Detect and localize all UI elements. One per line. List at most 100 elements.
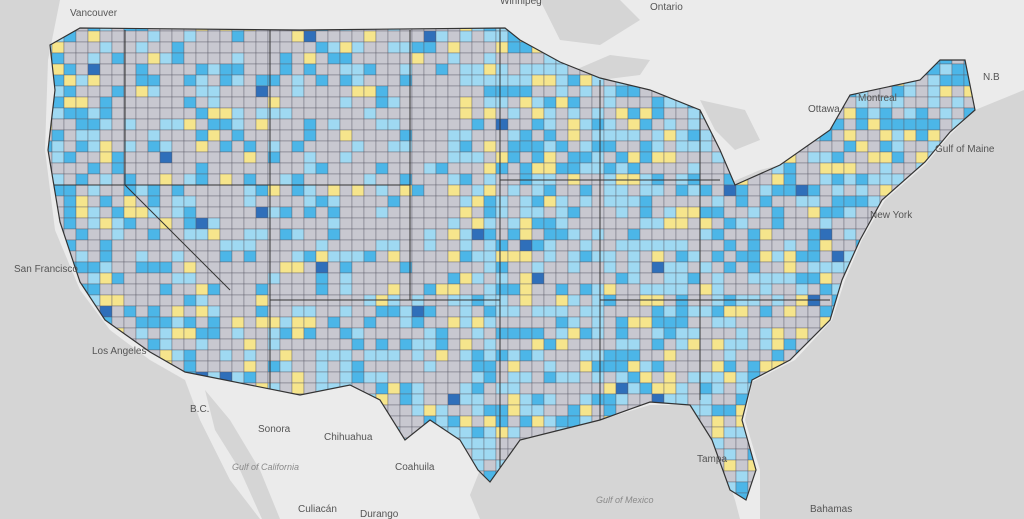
county — [639, 107, 653, 120]
county — [447, 41, 461, 54]
county — [363, 195, 377, 208]
county — [567, 96, 581, 109]
county — [351, 129, 365, 142]
county — [495, 41, 509, 54]
county — [903, 118, 917, 131]
county — [339, 151, 353, 164]
county — [747, 239, 761, 252]
county — [231, 239, 245, 252]
county — [507, 41, 521, 54]
county — [555, 206, 569, 219]
county — [75, 30, 89, 43]
county — [219, 96, 233, 109]
county — [531, 63, 545, 76]
county — [603, 96, 617, 109]
county — [639, 382, 653, 395]
county — [327, 261, 341, 274]
county — [363, 52, 377, 65]
county — [279, 96, 293, 109]
county — [567, 294, 581, 307]
county — [879, 151, 893, 164]
county — [519, 404, 533, 417]
county — [315, 338, 329, 351]
county — [411, 85, 425, 98]
county — [519, 74, 533, 87]
county — [315, 371, 329, 384]
county — [291, 129, 305, 142]
county — [411, 151, 425, 164]
county — [411, 404, 425, 417]
county — [567, 305, 581, 318]
county — [351, 184, 365, 197]
county — [711, 415, 725, 428]
county — [195, 140, 209, 153]
county — [411, 316, 425, 329]
county — [543, 162, 557, 175]
county — [495, 228, 509, 241]
county — [495, 327, 509, 340]
county — [627, 250, 641, 263]
county — [171, 316, 185, 329]
county — [243, 228, 257, 241]
county — [351, 206, 365, 219]
county — [87, 195, 101, 208]
county — [663, 261, 677, 274]
county — [603, 261, 617, 274]
county — [219, 305, 233, 318]
county — [363, 63, 377, 76]
county — [411, 63, 425, 76]
county — [63, 52, 77, 65]
county — [315, 184, 329, 197]
county — [591, 96, 605, 109]
county — [603, 316, 617, 329]
county — [195, 283, 209, 296]
county — [639, 118, 653, 131]
county — [147, 41, 161, 54]
county — [555, 349, 569, 362]
county — [435, 118, 449, 131]
county — [471, 63, 485, 76]
county — [483, 63, 497, 76]
county — [855, 118, 869, 131]
county — [291, 316, 305, 329]
county — [543, 74, 557, 87]
county — [435, 184, 449, 197]
county — [111, 195, 125, 208]
place-label: Chihuahua — [324, 432, 373, 443]
county — [651, 206, 665, 219]
county — [759, 349, 773, 362]
county — [87, 272, 101, 285]
county — [699, 393, 713, 406]
county — [339, 52, 353, 65]
county — [351, 283, 365, 296]
county — [459, 239, 473, 252]
county — [219, 327, 233, 340]
county — [147, 195, 161, 208]
county — [75, 239, 89, 252]
county — [879, 107, 893, 120]
county — [411, 30, 425, 43]
county — [279, 173, 293, 186]
county — [471, 283, 485, 296]
county — [471, 382, 485, 395]
county — [867, 129, 881, 142]
county — [699, 283, 713, 296]
county — [483, 459, 497, 472]
county — [603, 129, 617, 142]
county — [243, 217, 257, 230]
county — [603, 382, 617, 395]
county — [711, 250, 725, 263]
county — [195, 107, 209, 120]
county — [639, 96, 653, 109]
county — [639, 338, 653, 351]
county — [579, 393, 593, 406]
county — [351, 140, 365, 153]
county — [759, 327, 773, 340]
county — [675, 129, 689, 142]
county — [771, 261, 785, 274]
county — [171, 283, 185, 296]
county — [807, 305, 821, 318]
county — [231, 74, 245, 87]
county — [399, 305, 413, 318]
county — [243, 338, 257, 351]
